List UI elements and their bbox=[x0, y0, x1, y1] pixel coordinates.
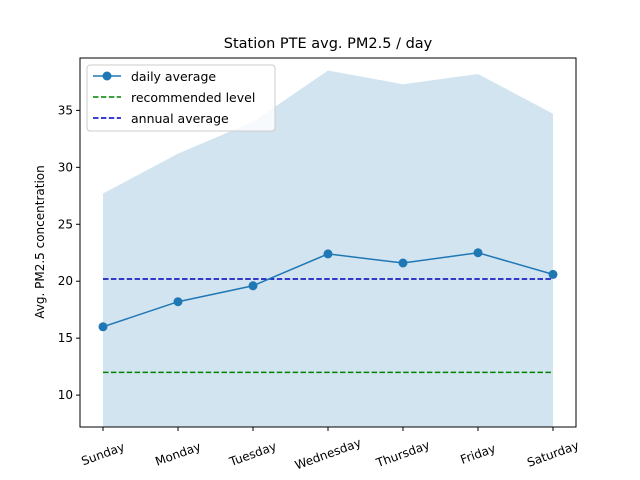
plot-area bbox=[98, 70, 558, 428]
data-point-thursday bbox=[398, 258, 408, 268]
data-point-tuesday bbox=[248, 281, 258, 291]
data-point-monday bbox=[173, 297, 183, 307]
chart-title: Station PTE avg. PM2.5 / day bbox=[224, 36, 433, 52]
legend-daily-average-label: daily average bbox=[131, 69, 216, 84]
y-tick-label: 20 bbox=[58, 274, 73, 288]
legend-recommended-level-label: recommended level bbox=[131, 90, 255, 105]
data-point-saturday bbox=[548, 269, 558, 279]
y-axis-label: Avg. PM2.5 concentration bbox=[33, 165, 47, 318]
range-band bbox=[103, 70, 553, 428]
y-tick-label: 30 bbox=[58, 160, 73, 174]
legend-box bbox=[86, 64, 276, 132]
legend-daily-average-marker bbox=[102, 71, 112, 81]
data-point-friday bbox=[473, 248, 483, 258]
y-tick-label: 25 bbox=[58, 217, 73, 231]
data-point-wednesday bbox=[323, 249, 333, 259]
legend: daily average recommended level annual a… bbox=[86, 64, 276, 132]
legend-annual-average-label: annual average bbox=[131, 111, 229, 126]
y-tick-label: 10 bbox=[58, 388, 73, 402]
data-point-sunday bbox=[98, 322, 108, 332]
y-tick-label: 15 bbox=[58, 331, 73, 345]
y-tick-label: 35 bbox=[58, 103, 73, 117]
